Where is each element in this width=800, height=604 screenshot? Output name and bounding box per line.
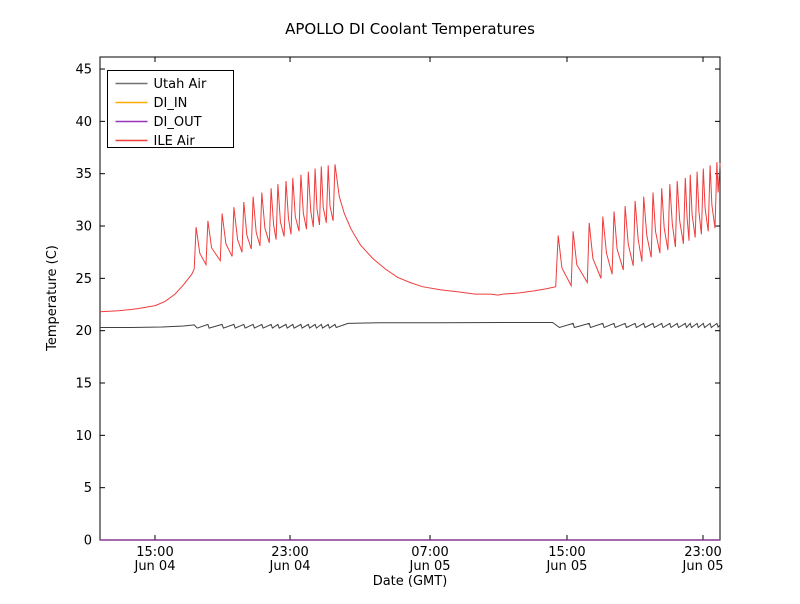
y-axis-label: Temperature (C) <box>45 245 60 352</box>
x-tick-label-time: 15:00 <box>548 545 585 560</box>
x-tick-label-date: Jun 05 <box>545 559 587 574</box>
x-tick-label-date: Jun 04 <box>133 559 175 574</box>
chart-title: APOLLO DI Coolant Temperatures <box>285 20 535 38</box>
x-tick-label-time: 15:00 <box>136 545 173 560</box>
legend-label: ILE Air <box>154 134 196 149</box>
x-tick-label-date: Jun 05 <box>409 559 451 574</box>
x-tick-label-date: Jun 05 <box>682 559 724 574</box>
y-tick-label: 30 <box>75 220 92 235</box>
y-tick-label: 45 <box>75 63 92 78</box>
series-lines <box>99 162 721 541</box>
legend-label: DI_OUT <box>154 115 202 130</box>
x-tick-label-time: 23:00 <box>271 545 308 560</box>
x-axis-label: Date (GMT) <box>373 574 448 589</box>
legend-label: DI_IN <box>154 96 188 111</box>
x-tick-label-time: 23:00 <box>684 545 721 560</box>
x-tick-label-date: Jun 04 <box>269 559 311 574</box>
series-line-utah-air <box>100 322 721 329</box>
x-tick-label-time: 07:00 <box>411 545 448 560</box>
y-tick-label: 5 <box>84 481 92 496</box>
y-tick-label: 40 <box>75 115 92 130</box>
y-tick-label: 0 <box>84 534 92 549</box>
series-line-ile-air <box>99 162 721 313</box>
y-tick-label: 25 <box>75 272 92 287</box>
legend-label: Utah Air <box>154 77 207 92</box>
y-tick-label: 15 <box>75 377 92 392</box>
y-tick-label: 35 <box>75 167 92 182</box>
legend-box: Utah Air DI_IN DI_OUT ILE Air <box>107 70 234 149</box>
y-tick-label: 20 <box>75 324 92 339</box>
y-tick-label: 10 <box>75 429 92 444</box>
